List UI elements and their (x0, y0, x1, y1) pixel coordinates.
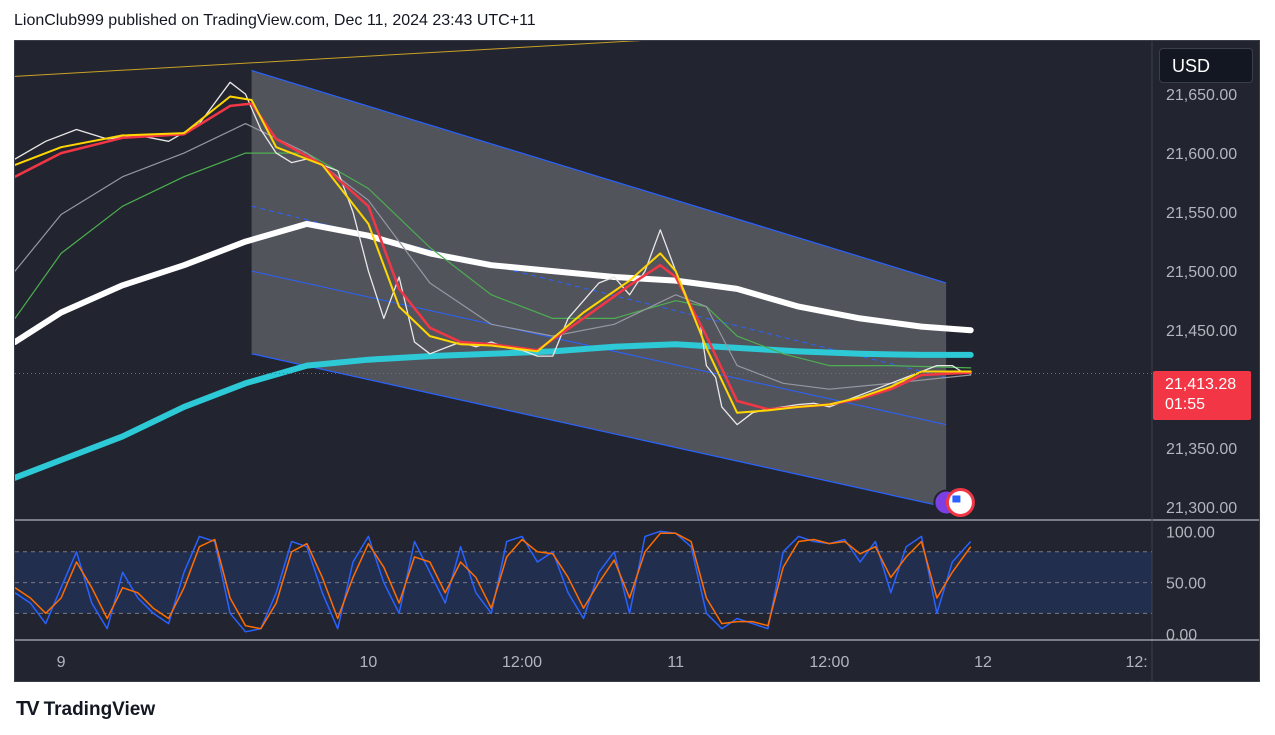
last-price-tag: 21,413.28 01:55 (1153, 371, 1251, 420)
series-ma-green (15, 152, 972, 369)
price-tick-label: 21,600.00 (1166, 146, 1237, 163)
us-flag-icon (945, 487, 975, 517)
time-tick-label: 9 (57, 654, 66, 671)
channel-upper-line (251, 69, 947, 284)
publisher-header: LionClub999 published on TradingView.com… (14, 12, 536, 29)
series-ma-gray (15, 123, 972, 390)
series-ma-cyan (15, 341, 974, 481)
currency-button[interactable]: USD (1159, 48, 1253, 83)
series-yellow-trend (15, 41, 642, 77)
regression-channel-fill (251, 70, 947, 508)
stoch-tick-label: 50.00 (1166, 576, 1206, 593)
price-tick-label: 21,350.00 (1166, 441, 1237, 458)
series-price (15, 81, 972, 426)
time-tick-label: 10 (359, 654, 377, 671)
time-tick-label: 12: (1126, 654, 1148, 671)
price-tick-label: 21,550.00 (1166, 205, 1237, 222)
time-tick-label: 12:00 (809, 654, 849, 671)
tradingview-logo-icon: TV (16, 698, 40, 720)
time-tick-label: 11 (667, 654, 684, 671)
price-tick-label: 21,650.00 (1166, 87, 1237, 104)
tradingview-logo[interactable]: TV TradingView (16, 698, 155, 721)
price-tick-label: 21,450.00 (1166, 323, 1237, 340)
price-tick-label: 21,300.00 (1166, 500, 1237, 517)
stoch-tick-label: 0.00 (1166, 627, 1197, 644)
series-ema-fast (15, 95, 972, 414)
series-stoch-d (15, 532, 972, 630)
stoch-tick-label: 100.00 (1166, 524, 1215, 541)
us-flag-canton (952, 495, 961, 503)
time-tick-label: 12:00 (502, 654, 542, 671)
series-ma-white (15, 220, 974, 345)
bar-countdown: 01:55 (1165, 396, 1206, 413)
price-tick-label: 21,500.00 (1166, 264, 1237, 281)
last-price-value: 21,413.28 (1165, 376, 1237, 393)
footer-brand: TradingView (43, 698, 156, 720)
channel-lower-line (251, 353, 947, 508)
time-tick-label: 12 (974, 654, 992, 671)
